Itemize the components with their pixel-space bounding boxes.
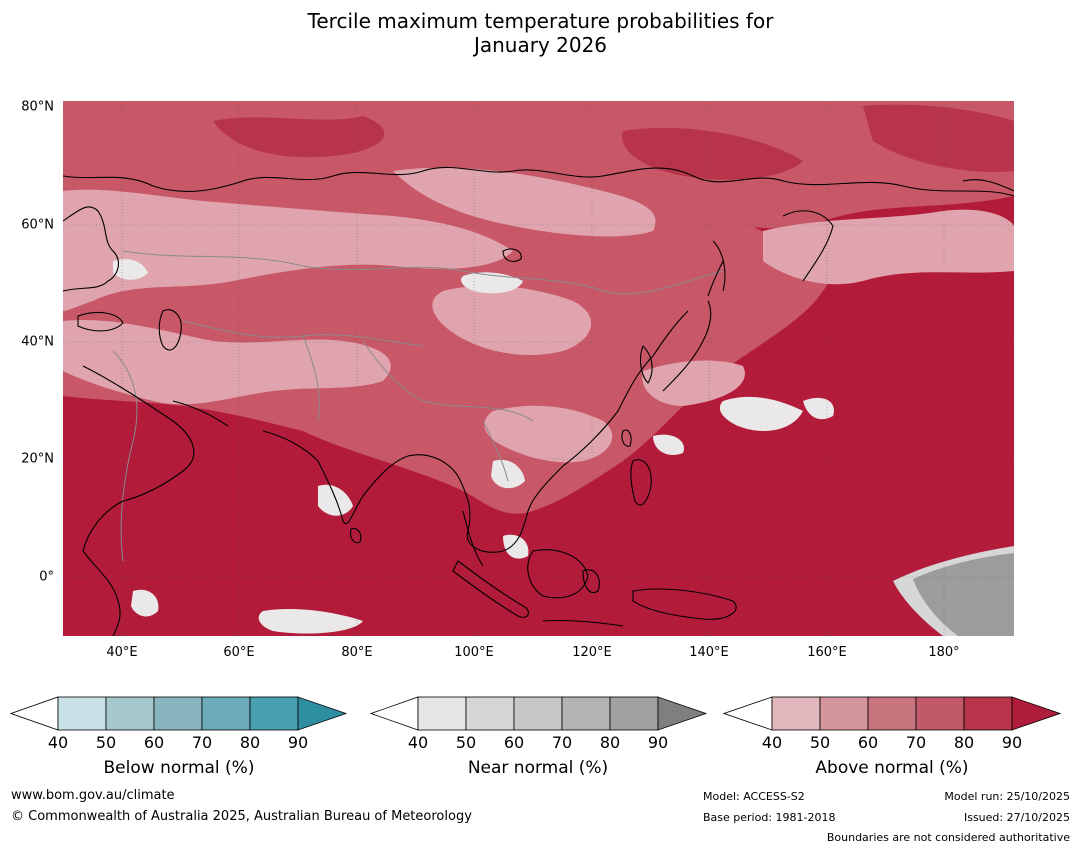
tick-label: 70 — [905, 733, 927, 752]
tick-label: 50 — [455, 733, 477, 752]
white-patch-india — [318, 484, 353, 516]
arctic-dark-patch-3 — [863, 104, 1014, 172]
lon-label-140e: 140°E — [689, 645, 729, 660]
light-swath-central — [393, 167, 656, 237]
arctic-dark-patch — [213, 116, 385, 158]
light-swath-china — [484, 405, 613, 463]
lon-label-40e: 40°E — [106, 645, 138, 660]
tick-label: 90 — [287, 733, 309, 752]
tick-label: 80 — [953, 733, 975, 752]
lat-label-20n: 20°N — [21, 451, 54, 467]
colorbar-segment — [153, 696, 203, 731]
lat-label-40n: 40°N — [21, 334, 54, 350]
white-patch-pacific-2 — [803, 397, 834, 420]
lon-label-180: 180° — [928, 645, 960, 660]
arctic-dark-patch-2 — [622, 127, 803, 180]
tick-label: 50 — [809, 733, 831, 752]
tick-label: 70 — [551, 733, 573, 752]
colorbar-segment — [819, 696, 869, 731]
website-link[interactable]: www.bom.gov.au/climate — [11, 788, 175, 803]
white-patch-west — [113, 259, 148, 280]
lon-label-60e: 60°E — [223, 645, 255, 660]
colorbar-segment — [417, 696, 467, 731]
colorbar-below-title: Below normal (%) — [103, 758, 255, 778]
colorbar-above-normal — [723, 696, 1061, 731]
probability-map — [63, 101, 1014, 636]
lon-label-120e: 120°E — [572, 645, 612, 660]
tick-label: 60 — [143, 733, 165, 752]
white-patch-mongolia — [461, 272, 523, 294]
colorbar-segment — [57, 696, 107, 731]
colorbar-segment — [201, 696, 251, 731]
colorbar-segment-low — [723, 696, 773, 731]
colorbar-segment — [513, 696, 563, 731]
white-patch-japan — [642, 360, 745, 406]
country-borders — [112, 250, 724, 562]
base-period-text: Base period: 1981-2018 — [703, 811, 836, 824]
tick-label: 40 — [761, 733, 783, 752]
colorbar-below-normal — [10, 696, 348, 731]
title-line-1: Tercile maximum temperature probabilitie… — [307, 9, 774, 33]
model-run-text: Model run: 25/10/2025 — [944, 790, 1070, 803]
tick-label: 60 — [857, 733, 879, 752]
colorbar-near-normal — [370, 696, 708, 731]
tick-label: 50 — [95, 733, 117, 752]
white-patch-indian-ocean — [258, 609, 363, 634]
colorbar-segment — [771, 696, 821, 731]
tick-label: 80 — [239, 733, 261, 752]
issued-text: Issued: 27/10/2025 — [963, 811, 1070, 824]
graticule — [63, 101, 1014, 636]
tick-label: 90 — [647, 733, 669, 752]
model-text: Model: ACCESS-S2 — [703, 790, 805, 803]
tick-label: 90 — [1001, 733, 1023, 752]
white-patch-pacific-3 — [653, 434, 684, 456]
colorbar-near-title: Near normal (%) — [467, 758, 609, 778]
colorbar-segment — [465, 696, 515, 731]
chart-title: Tercile maximum temperature probabilitie… — [0, 9, 1081, 57]
light-swath-tibet — [432, 285, 592, 356]
lon-label-80e: 80°E — [341, 645, 373, 660]
colorbar-segment — [609, 696, 659, 731]
white-patch-borneo — [503, 534, 529, 559]
colorbar-segment-low — [10, 696, 59, 731]
disclaimer-text: Boundaries are not considered authoritat… — [826, 831, 1070, 844]
copyright-text: © Commonwealth of Australia 2025, Austra… — [11, 809, 472, 824]
coastlines — [63, 166, 1014, 636]
colorbar-segment — [915, 696, 965, 731]
lat-label-80n: 80°N — [21, 99, 54, 115]
light-swath-south — [63, 320, 391, 405]
white-patch-pacific-1 — [719, 396, 803, 431]
colorbar-segment — [867, 696, 917, 731]
colorbar-segment-low — [370, 696, 419, 731]
lat-label-0: 0° — [39, 569, 54, 585]
white-patch-africa — [131, 589, 159, 617]
lat-label-60n: 60°N — [21, 217, 54, 233]
grey-region — [913, 553, 1014, 636]
colorbar-segment — [561, 696, 611, 731]
colorbar-segment-high — [657, 696, 708, 731]
tick-label: 40 — [407, 733, 429, 752]
tick-label: 40 — [47, 733, 69, 752]
light-swath-west — [63, 189, 513, 311]
colorbar-segment — [963, 696, 1013, 731]
tick-label: 60 — [503, 733, 525, 752]
light-swath-east — [763, 209, 1014, 285]
lon-label-160e: 160°E — [807, 645, 847, 660]
colorbar-above-title: Above normal (%) — [815, 758, 969, 778]
colorbar-segment-high — [1011, 696, 1061, 731]
lon-label-100e: 100°E — [454, 645, 494, 660]
colorbar-segment — [105, 696, 155, 731]
tick-label: 80 — [599, 733, 621, 752]
title-line-2: January 2026 — [473, 33, 608, 57]
colorbar-segment — [249, 696, 299, 731]
colorbar-segment-high — [297, 696, 348, 731]
white-patch-indochina — [491, 459, 525, 489]
tick-label: 70 — [191, 733, 213, 752]
